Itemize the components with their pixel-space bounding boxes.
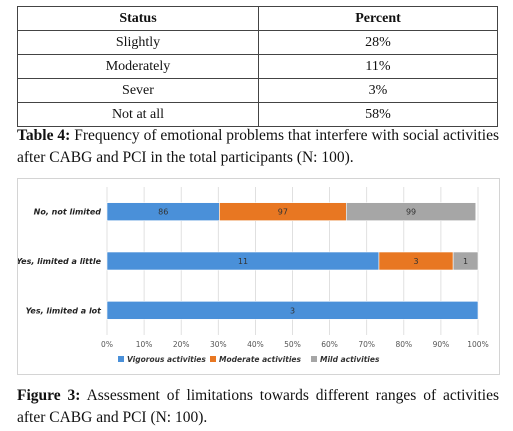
legend-swatch [311,356,317,362]
x-tick-label: 0% [101,340,113,349]
category-label: Yes, limited a lot [26,306,103,315]
figure-caption: Figure 3: Assessment of limitations towa… [17,385,499,429]
table-caption: Table 4: Frequency of emotional problems… [17,125,499,169]
bar-segment [452,251,479,271]
category-label: No, not limited [34,208,102,217]
figure-caption-label: Figure 3: [17,387,81,404]
x-tick-label: 100% [467,340,488,349]
header-status: Status [17,6,259,31]
table-row: Not at all 58% [17,102,498,127]
percent-cell: 11% [258,54,498,79]
x-tick-label: 40% [247,340,264,349]
chart-svg: 0% 10% 20% 30% 40% 50% 60% 70% 80% 90% 100% No, not… [18,187,489,364]
status-cell: Sever [17,78,259,103]
data-label: 11 [238,257,248,266]
status-cell: Slightly [17,30,259,55]
activity-limitations-chart: 0% 10% 20% 30% 40% 50% 60% 70% 80% 90% 100% No, not… [17,178,500,375]
table-header-row: Status Percent [17,6,498,31]
data-label: 97 [278,208,288,217]
header-percent: Percent [258,6,498,31]
bar-segment [345,202,477,221]
percent-cell: 3% [258,78,498,103]
x-tick-label: 70% [358,340,375,349]
legend-label: Mild activities [320,355,380,364]
data-label: 86 [158,208,168,217]
percent-cell: 58% [258,102,498,127]
table-row: Sever 3% [17,78,498,103]
x-tick-label: 50% [284,340,301,349]
table-caption-text: Frequency of emotional problems that int… [17,127,499,166]
data-label: 99 [406,208,416,217]
x-tick-label: 80% [395,340,412,349]
category-label: Yes, limited a little [18,257,102,266]
x-tick-label: 90% [433,340,450,349]
x-tick-label: 10% [136,340,153,349]
table-row: Moderately 11% [17,54,498,79]
legend-label: Vigorous activities [127,355,206,364]
data-label: 3 [290,306,295,315]
x-tick-label: 30% [210,340,227,349]
legend-label: Moderate activities [219,355,301,364]
legend-swatch [210,356,216,362]
table-row: Slightly 28% [17,30,498,55]
bar-segment [106,301,479,320]
status-cell: Moderately [17,54,259,79]
percent-cell: 28% [258,30,498,55]
status-cell: Not at all [17,102,259,127]
table-caption-label: Table 4: [17,127,71,144]
x-tick-label: 20% [173,340,190,349]
figure-caption-text: Assessment of limitations towards differ… [17,387,499,426]
data-label: 1 [463,257,468,266]
x-tick-label: 60% [321,340,338,349]
frequency-table: Status Percent Slightly 28% Moderately 1… [17,6,498,127]
legend-swatch [118,356,124,362]
data-label: 3 [413,257,418,266]
